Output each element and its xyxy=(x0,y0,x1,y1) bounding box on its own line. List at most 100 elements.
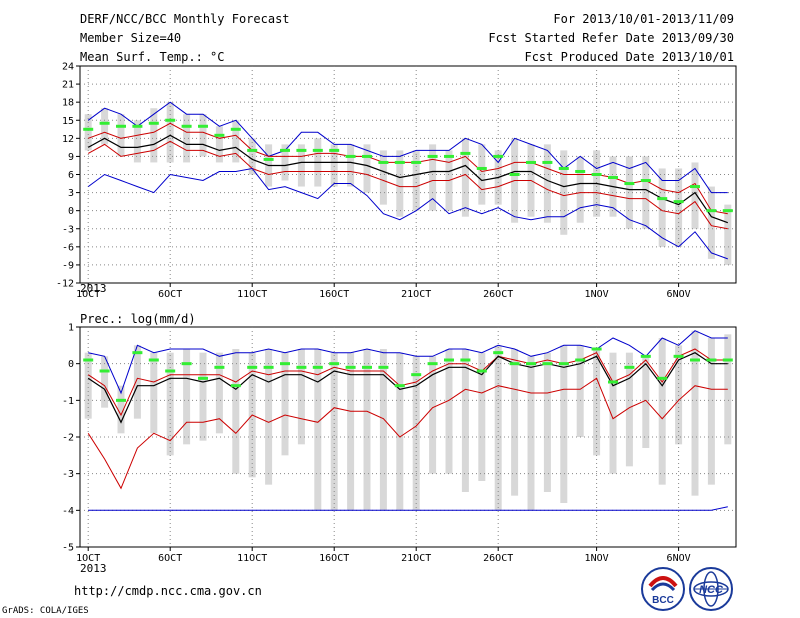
observed-mark xyxy=(657,376,668,380)
spread-box xyxy=(412,150,420,211)
observed-mark xyxy=(132,124,143,128)
x-tick-label: 1NOV xyxy=(585,553,609,564)
spread-box xyxy=(625,352,633,467)
observed-mark xyxy=(673,200,684,204)
y-tick-label: -4 xyxy=(62,506,74,517)
observed-mark xyxy=(148,121,159,125)
observed-mark xyxy=(263,157,274,161)
spread-box xyxy=(183,114,191,163)
observed-mark xyxy=(83,127,94,131)
bcc-logo-text: BCC xyxy=(652,595,674,606)
x-tick-label: 1NOV xyxy=(585,289,609,300)
observed-mark xyxy=(624,182,635,186)
ncc-logo-text: NCC xyxy=(699,584,724,596)
spread-box xyxy=(297,144,305,187)
spread-box xyxy=(183,349,191,445)
observed-mark xyxy=(722,209,733,213)
series-line-min xyxy=(87,167,728,260)
observed-mark xyxy=(99,369,110,373)
spread-box xyxy=(133,345,141,419)
source-url[interactable]: http://cmdp.ncc.cma.gov.cn xyxy=(74,584,262,598)
spread-box xyxy=(84,352,92,419)
observed-mark xyxy=(148,358,159,362)
y-tick-label: -5 xyxy=(62,543,74,554)
precip-year-label: 2013 xyxy=(80,562,107,575)
spread-box xyxy=(609,352,617,474)
observed-mark xyxy=(493,351,504,355)
observed-mark xyxy=(198,124,208,128)
y-tick-label: 21 xyxy=(62,80,74,91)
x-tick-label: 16OCT xyxy=(319,289,349,300)
observed-mark xyxy=(329,148,340,152)
spread-box xyxy=(527,356,535,511)
observed-mark xyxy=(116,124,126,128)
observed-mark xyxy=(181,124,192,128)
observed-mark xyxy=(542,160,553,164)
spread-box xyxy=(199,114,207,157)
spread-box xyxy=(150,352,158,434)
observed-mark xyxy=(476,369,487,373)
spread-box xyxy=(691,330,699,496)
spread-box xyxy=(593,349,601,456)
spread-box xyxy=(133,120,141,163)
spread-box xyxy=(576,156,584,223)
observed-mark xyxy=(99,121,110,125)
spread-box xyxy=(724,204,732,265)
spread-box xyxy=(347,352,355,511)
series-line-mean-minus-sd xyxy=(87,140,728,230)
observed-mark xyxy=(345,365,356,369)
spread-box xyxy=(445,349,453,474)
observed-mark xyxy=(280,148,290,152)
observed-mark xyxy=(411,373,422,377)
observed-mark xyxy=(394,160,405,164)
observed-mark xyxy=(427,154,438,158)
observed-mark xyxy=(558,166,569,170)
series-line-mean-plus-sd xyxy=(87,348,728,417)
observed-mark xyxy=(247,365,258,369)
spread-box xyxy=(166,102,174,163)
x-tick-label: 6NOV xyxy=(667,289,691,300)
series-line-max xyxy=(88,330,728,395)
observed-mark xyxy=(460,151,471,155)
observed-mark xyxy=(165,118,176,122)
observed-mark xyxy=(558,362,569,366)
observed-mark xyxy=(411,160,422,164)
observed-mark xyxy=(460,358,471,362)
spread-box xyxy=(707,186,715,259)
observed-mark xyxy=(247,148,258,152)
spread-box xyxy=(232,349,240,474)
observed-mark xyxy=(493,154,504,158)
spread-box xyxy=(543,352,551,492)
y-tick-label: 6 xyxy=(68,170,74,181)
chart-title: DERF/NCC/BCC Monthly Forecast xyxy=(80,12,290,26)
spread-box xyxy=(576,345,584,437)
observed-mark xyxy=(640,354,651,358)
y-tick-label: 24 xyxy=(62,62,74,73)
observed-mark xyxy=(476,166,487,170)
observed-mark xyxy=(329,362,340,366)
observed-mark xyxy=(509,362,520,366)
spread-box xyxy=(691,162,699,229)
observed-mark xyxy=(116,398,126,402)
y-tick-label: -1 xyxy=(62,396,74,407)
x-tick-label: 26OCT xyxy=(483,289,513,300)
spread-box xyxy=(396,352,404,511)
temp-year-label: 2013 xyxy=(80,282,107,295)
spread-box xyxy=(117,385,125,434)
series-line-mean-minus-sd xyxy=(87,377,728,490)
observed-mark xyxy=(198,376,208,380)
y-tick-label: 0 xyxy=(68,206,74,217)
spread-box xyxy=(347,144,355,187)
spread-box xyxy=(429,356,437,474)
observed-mark xyxy=(526,160,536,164)
x-tick-label: 16OCT xyxy=(319,553,349,564)
series-line-max xyxy=(87,101,728,194)
observed-mark xyxy=(444,154,454,158)
spread-box xyxy=(658,338,666,485)
spread-box xyxy=(461,349,469,492)
y-tick-label: 1 xyxy=(68,323,74,334)
observed-mark xyxy=(624,365,635,369)
y-tick-label: 9 xyxy=(68,152,74,163)
variable-label: Mean Surf. Temp.: °C xyxy=(80,50,225,64)
